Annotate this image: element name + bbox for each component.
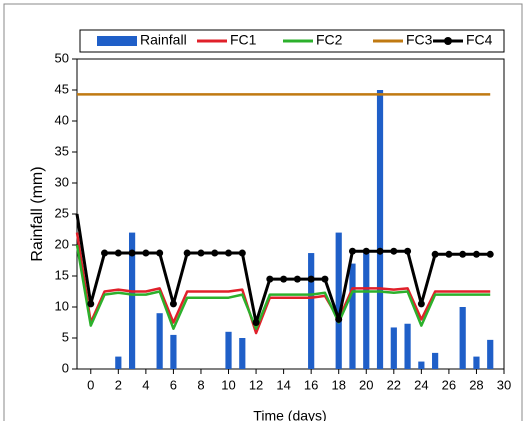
- x-tick-label: 26: [442, 377, 456, 392]
- x-axis-title: Time (days): [253, 408, 326, 421]
- x-tick-label: 12: [249, 377, 263, 392]
- point: [280, 275, 288, 283]
- point: [486, 250, 494, 258]
- y-tick-label: 0: [62, 360, 69, 375]
- rain-bar: [225, 331, 232, 369]
- point: [142, 249, 150, 257]
- y-tick-label: 35: [55, 143, 69, 158]
- legend-label: FC4: [466, 32, 493, 48]
- rain-bar: [170, 334, 177, 369]
- point: [417, 300, 425, 308]
- y-tick-label: 20: [55, 236, 69, 251]
- x-tick-label: 28: [469, 377, 483, 392]
- rain-bar: [156, 313, 163, 369]
- rain-bar: [459, 307, 466, 369]
- rain-bar: [115, 356, 122, 369]
- rain-bar: [128, 232, 136, 369]
- legend-label: FC2: [316, 32, 343, 48]
- legend-label: FC3: [406, 32, 433, 48]
- y-tick-label: 15: [55, 267, 69, 282]
- y-tick-label: 5: [62, 329, 69, 344]
- point: [252, 319, 260, 326]
- x-tick-label: 22: [387, 377, 401, 392]
- point: [197, 249, 205, 257]
- rain-bar: [418, 361, 425, 369]
- legend-label: Rainfall: [140, 32, 187, 48]
- point: [348, 247, 356, 255]
- point: [114, 249, 122, 257]
- x-tick-label: 0: [87, 377, 94, 392]
- point: [293, 275, 301, 283]
- legend-label: FC1: [230, 32, 257, 48]
- y-tick-label: 25: [55, 205, 69, 220]
- point: [128, 249, 136, 257]
- x-tick-label: 6: [170, 377, 177, 392]
- point: [266, 275, 274, 283]
- rain-bar: [239, 338, 246, 369]
- point: [459, 250, 467, 258]
- series-line: [75, 244, 491, 330]
- rain-bar: [363, 251, 370, 369]
- x-tick-label: 10: [221, 377, 235, 392]
- point: [335, 315, 343, 323]
- point: [101, 249, 109, 257]
- x-tick-label: 18: [331, 377, 345, 392]
- point: [87, 300, 95, 308]
- y-tick-label: 30: [55, 174, 69, 189]
- rain-bar: [349, 263, 356, 369]
- point: [183, 249, 191, 257]
- point: [445, 250, 453, 258]
- point: [211, 249, 219, 257]
- rain-bar: [432, 352, 439, 369]
- y-tick-label: 10: [55, 298, 69, 313]
- x-tick-label: 2: [115, 377, 122, 392]
- legend-swatch: [97, 36, 137, 46]
- x-tick-label: 30: [497, 377, 511, 392]
- point: [390, 247, 398, 255]
- point: [156, 249, 164, 257]
- series-line: [75, 232, 491, 335]
- point: [431, 250, 439, 258]
- x-tick-label: 4: [142, 377, 149, 392]
- point: [238, 249, 246, 257]
- x-tick-label: 14: [276, 377, 290, 392]
- point: [225, 249, 233, 257]
- point: [307, 275, 315, 283]
- plot-area: [76, 58, 505, 370]
- point: [169, 300, 177, 308]
- x-tick-label: 20: [359, 377, 373, 392]
- y-tick-label: 40: [55, 112, 69, 127]
- x-tick-label: 8: [197, 377, 204, 392]
- point: [321, 275, 329, 283]
- rain-bar: [376, 90, 384, 369]
- y-tick-label: 45: [55, 81, 69, 96]
- x-tick-label: 24: [414, 377, 428, 392]
- point: [376, 247, 384, 255]
- x-tick-label: 16: [304, 377, 318, 392]
- y-axis-title: Rainfall (mm): [29, 166, 46, 261]
- rain-bar: [308, 253, 315, 369]
- rain-bar: [487, 339, 494, 369]
- rain-bar: [404, 323, 411, 369]
- rain-bar: [335, 232, 342, 369]
- rain-bar: [473, 356, 480, 369]
- frame: [3, 3, 523, 421]
- y-tick-label: 50: [55, 50, 69, 65]
- point: [472, 250, 480, 258]
- point: [362, 247, 370, 255]
- legend-marker: [444, 37, 452, 45]
- point: [404, 247, 412, 255]
- rain-bar: [390, 327, 397, 369]
